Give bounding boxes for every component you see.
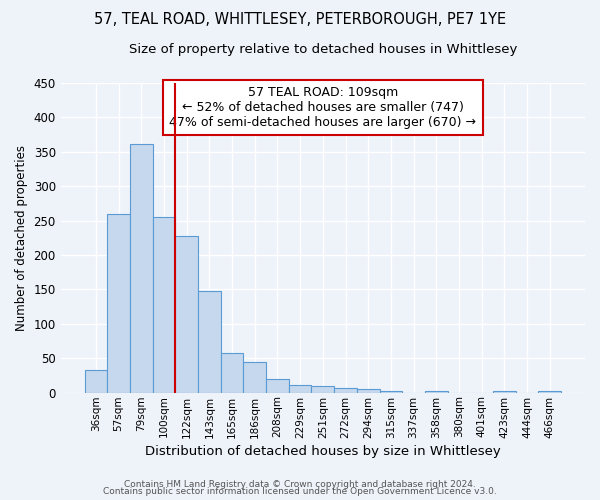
- Bar: [425, 390, 448, 392]
- Y-axis label: Number of detached properties: Number of detached properties: [15, 145, 28, 331]
- Bar: [244, 362, 266, 392]
- Bar: [198, 291, 221, 392]
- Bar: [266, 379, 289, 392]
- Bar: [152, 216, 175, 392]
- Bar: [175, 236, 198, 392]
- Bar: [311, 386, 334, 392]
- X-axis label: Distribution of detached houses by size in Whittlesey: Distribution of detached houses by size …: [145, 444, 501, 458]
- Bar: [85, 370, 107, 392]
- Text: 57, TEAL ROAD, WHITTLESEY, PETERBOROUGH, PE7 1YE: 57, TEAL ROAD, WHITTLESEY, PETERBOROUGH,…: [94, 12, 506, 28]
- Bar: [130, 144, 152, 392]
- Bar: [289, 385, 311, 392]
- Bar: [357, 389, 380, 392]
- Text: Contains public sector information licensed under the Open Government Licence v3: Contains public sector information licen…: [103, 487, 497, 496]
- Bar: [334, 388, 357, 392]
- Text: Contains HM Land Registry data © Crown copyright and database right 2024.: Contains HM Land Registry data © Crown c…: [124, 480, 476, 489]
- Bar: [107, 214, 130, 392]
- Bar: [493, 390, 516, 392]
- Bar: [380, 390, 402, 392]
- Text: 57 TEAL ROAD: 109sqm
← 52% of detached houses are smaller (747)
47% of semi-deta: 57 TEAL ROAD: 109sqm ← 52% of detached h…: [169, 86, 476, 129]
- Bar: [221, 354, 244, 393]
- Title: Size of property relative to detached houses in Whittlesey: Size of property relative to detached ho…: [128, 42, 517, 56]
